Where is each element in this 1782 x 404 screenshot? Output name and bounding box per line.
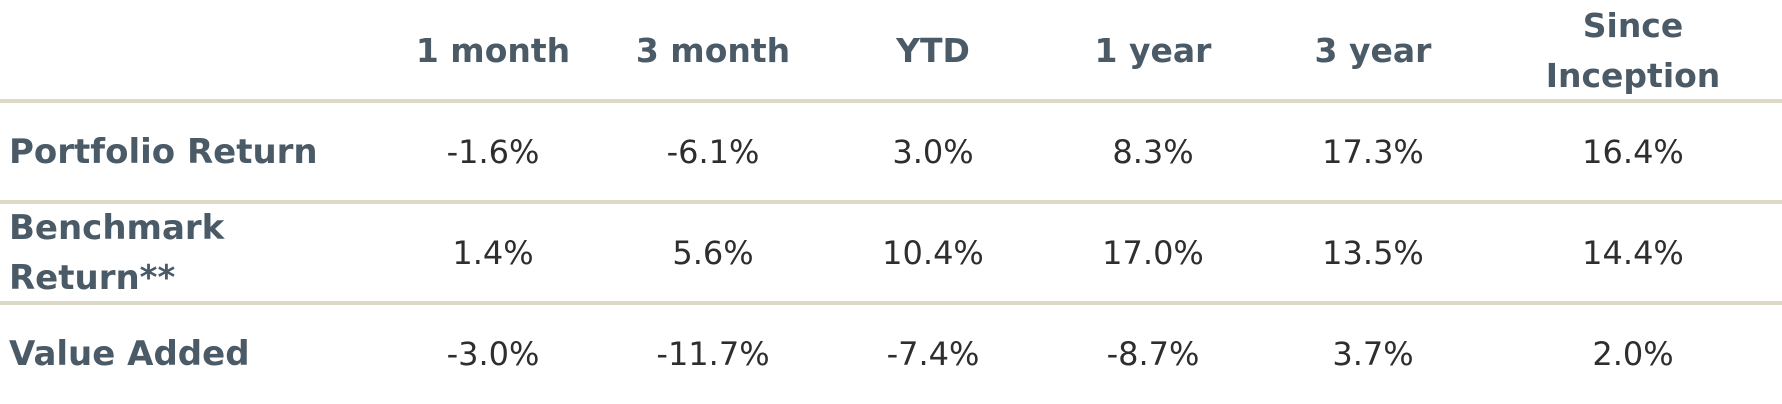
row-divider <box>0 301 1782 305</box>
value-cell: 17.3% <box>1322 133 1424 171</box>
value-cell: -8.7% <box>1106 335 1200 373</box>
value-cell: -6.1% <box>666 133 760 171</box>
column-header-1-month: 1 month <box>415 31 571 70</box>
value-cell: 14.4% <box>1582 234 1684 272</box>
value-cell: -7.4% <box>886 335 980 373</box>
row-label: Portfolio Return <box>9 132 318 172</box>
table-row-value-added: Value Added -3.0% -11.7% -7.4% -8.7% 3.7… <box>0 305 1782 403</box>
value-cell: -11.7% <box>656 335 770 373</box>
row-label: Benchmark Return** <box>9 208 225 298</box>
column-header-3-year: 3 year <box>1314 31 1432 70</box>
column-header-ytd: YTD <box>896 31 970 70</box>
value-cell: 16.4% <box>1582 133 1684 171</box>
table-row-benchmark-return: Benchmark Return** 1.4% 5.6% 10.4% 17.0%… <box>0 204 1782 302</box>
table-row-portfolio-return: Portfolio Return -1.6% -6.1% 3.0% 8.3% 1… <box>0 103 1782 201</box>
value-cell: 1.4% <box>452 234 534 272</box>
value-cell: -1.6% <box>446 133 540 171</box>
header-divider <box>0 99 1782 103</box>
column-header-1-year: 1 year <box>1094 31 1212 70</box>
value-cell: 3.0% <box>892 133 974 171</box>
column-header-since-inception: Since Inception <box>1545 6 1721 95</box>
value-cell: 13.5% <box>1322 234 1424 272</box>
value-cell: 8.3% <box>1112 133 1194 171</box>
value-cell: -3.0% <box>446 335 540 373</box>
row-label: Value Added <box>9 334 250 374</box>
value-cell: 2.0% <box>1592 335 1674 373</box>
value-cell: 17.0% <box>1102 234 1204 272</box>
row-divider <box>0 200 1782 204</box>
header-row: 1 month 3 month YTD 1 year 3 year Since … <box>0 0 1782 102</box>
value-cell: 3.7% <box>1332 335 1414 373</box>
value-cell: 10.4% <box>882 234 984 272</box>
column-header-3-month: 3 month <box>635 31 791 70</box>
value-cell: 5.6% <box>672 234 754 272</box>
